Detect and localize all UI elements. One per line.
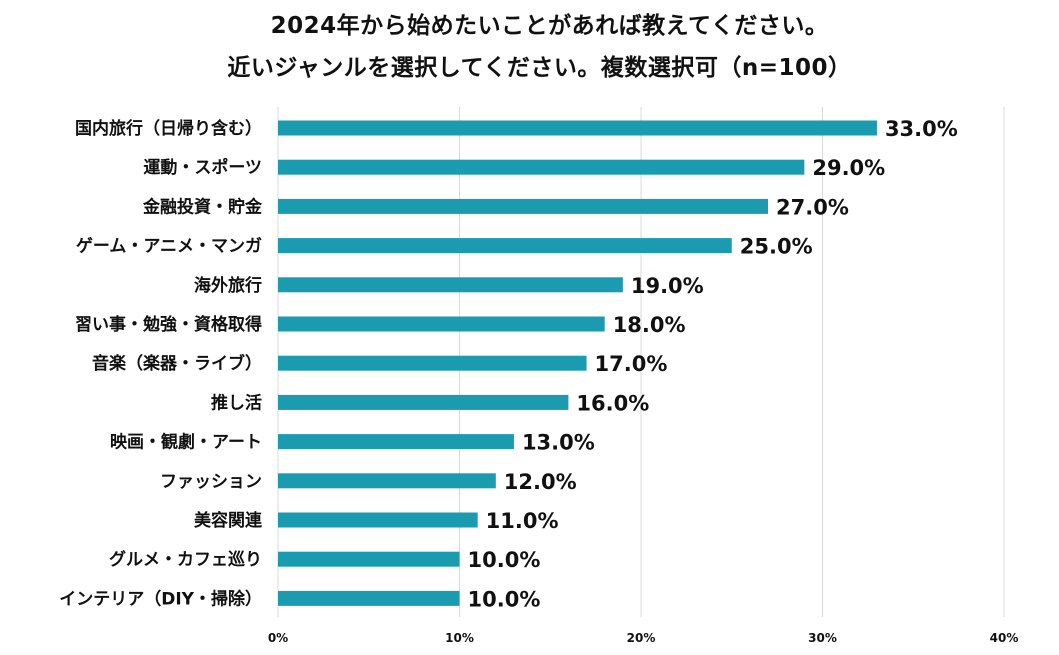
x-tick-label: 0%	[268, 631, 288, 645]
bar	[278, 238, 732, 254]
bar	[278, 159, 805, 175]
category-label: ファッション	[160, 472, 262, 492]
x-tick-label: 40%	[990, 631, 1019, 645]
data-label: 29.0%	[812, 156, 885, 180]
bar	[278, 551, 460, 567]
data-label: 13.0%	[522, 431, 595, 455]
category-label: ゲーム・アニメ・マンガ	[76, 236, 262, 257]
chart-title-line1: 2024年から始めたいことがあれば教えてください。	[270, 13, 829, 39]
category-label: 運動・スポーツ	[143, 157, 262, 178]
data-label: 12.0%	[504, 470, 577, 494]
bar	[278, 355, 587, 371]
data-label: 16.0%	[576, 391, 649, 415]
category-label: 金融投資・貯金	[142, 196, 263, 217]
category-label: 推し活	[211, 392, 262, 413]
data-label: 27.0%	[776, 195, 849, 219]
category-label: 映画・観劇・アート	[110, 432, 262, 453]
bar	[278, 590, 460, 606]
bar	[278, 198, 769, 214]
category-label: 美容関連	[194, 510, 263, 531]
bar	[278, 120, 877, 136]
x-tick-label: 30%	[808, 631, 837, 645]
category-label: グルメ・カフェ巡り	[109, 549, 262, 570]
data-label: 17.0%	[595, 352, 668, 376]
bar	[278, 394, 569, 410]
data-label: 19.0%	[631, 274, 704, 298]
data-label: 18.0%	[613, 313, 686, 337]
category-label: 国内旅行（日帰り含む）	[75, 118, 262, 139]
bar	[278, 316, 605, 332]
data-label: 33.0%	[885, 117, 958, 141]
bar	[278, 434, 514, 450]
data-label: 10.0%	[468, 587, 541, 611]
x-tick-label: 10%	[445, 631, 474, 645]
bar	[278, 277, 623, 293]
category-label: インテリア（DIY・掃除）	[59, 588, 262, 609]
data-label: 10.0%	[468, 548, 541, 572]
category-label: 音楽（楽器・ライブ）	[92, 353, 262, 374]
category-label: 海外旅行	[194, 275, 262, 296]
chart-title-line2: 近いジャンルを選択してください。複数選択可（n=100）	[227, 55, 852, 81]
data-label: 11.0%	[486, 509, 559, 533]
x-tick-label: 20%	[627, 631, 656, 645]
bar	[278, 473, 496, 489]
bar	[278, 512, 478, 528]
category-label: 習い事・勉強・資格取得	[75, 314, 262, 335]
data-label: 25.0%	[740, 235, 813, 259]
